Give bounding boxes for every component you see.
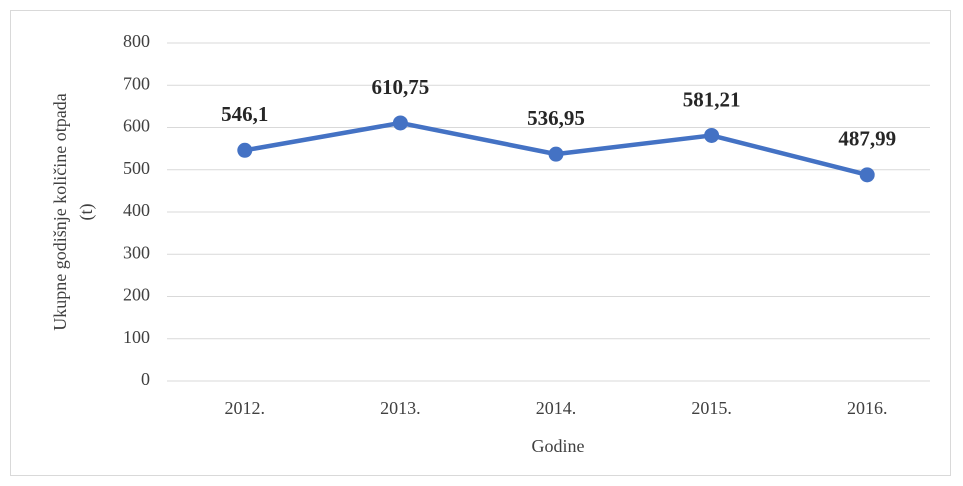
y-tick-label: 300 — [123, 242, 150, 262]
data-label: 610,75 — [372, 75, 430, 99]
data-label: 536,95 — [527, 106, 585, 130]
y-tick-label: 700 — [123, 73, 150, 93]
y-axis-label: Ukupne godišnje količine otpada — [50, 93, 70, 330]
point — [859, 167, 875, 183]
x-tick-label: 2012. — [225, 398, 266, 418]
data-label: 546,1 — [221, 102, 268, 126]
y-tick-label: 200 — [123, 285, 150, 305]
x-tick-label: 2015. — [691, 398, 732, 418]
chart-frame — [10, 10, 951, 476]
data-label: 487,99 — [838, 127, 896, 151]
y-tick-label: 800 — [123, 31, 150, 51]
point — [392, 115, 408, 131]
y-tick-label: 0 — [141, 369, 150, 389]
y-axis-label: (t) — [76, 204, 97, 221]
y-tick-label: 100 — [123, 327, 150, 347]
y-tick-label: 600 — [123, 116, 150, 136]
point — [548, 146, 564, 162]
y-tick-label: 400 — [123, 200, 150, 220]
point — [237, 142, 253, 158]
x-tick-label: 2014. — [536, 398, 577, 418]
y-tick-label: 500 — [123, 158, 150, 178]
point — [704, 127, 720, 143]
data-label: 581,21 — [683, 87, 741, 111]
x-tick-label: 2016. — [847, 398, 888, 418]
x-axis-label: Godine — [532, 436, 585, 456]
x-tick-label: 2013. — [380, 398, 421, 418]
